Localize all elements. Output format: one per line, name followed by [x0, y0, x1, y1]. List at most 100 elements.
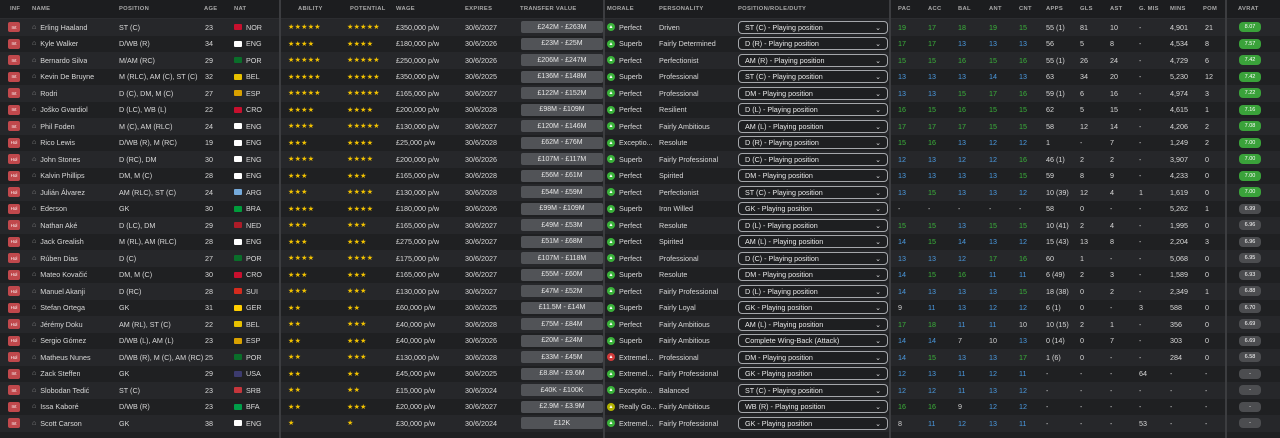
player-name[interactable]: Kevin De Bruyne — [40, 72, 95, 82]
transfer-value-cell[interactable]: £99M - £109M — [521, 201, 603, 218]
role-dropdown[interactable]: D (R) - Playing position ⌄ — [738, 37, 888, 51]
transfer-value-cell[interactable]: £2.9M - £3.9M — [521, 399, 603, 416]
role-dropdown[interactable]: DM - Playing position ⌄ — [738, 86, 888, 100]
transfer-value[interactable]: £49M - £53M — [521, 219, 603, 232]
transfer-value-cell[interactable]: £20M - £24M — [521, 333, 603, 350]
table-row[interactable]: Hol ⌂ Ederson GK 30 BRA ★★★★ ★★★★ £180,000 p/w 30… — [0, 200, 1280, 218]
transfer-value[interactable]: £33M - £45M — [521, 351, 603, 364]
interaction-badge[interactable]: Hol — [8, 203, 20, 214]
name-cell[interactable]: ⌂ Scott Carson — [32, 415, 82, 432]
col-acc[interactable]: ACC — [928, 6, 942, 12]
role-dropdown[interactable]: D (L) - Playing position ⌄ — [738, 218, 888, 232]
role-dropdown[interactable]: DM - Playing position ⌄ — [738, 350, 888, 364]
transfer-value[interactable]: £2.9M - £3.9M — [521, 400, 603, 413]
player-name[interactable]: Zack Steffen — [40, 369, 81, 379]
transfer-value-cell[interactable]: £62M - £76M — [521, 135, 603, 152]
role-dropdown[interactable]: ST (C) - Playing position ⌄ — [738, 70, 888, 84]
role-dropdown[interactable]: AM (L) - Playing position ⌄ — [738, 119, 888, 133]
transfer-value[interactable]: £11.5M - £14M — [521, 301, 603, 314]
role-cell[interactable]: ST (C) - Playing position ⌄ — [738, 69, 888, 86]
table-row[interactable]: Int ⌂ Joško Gvardiol D (LC), WB (L) 22 CRO ★★★… — [0, 101, 1280, 119]
interaction-badge[interactable]: Hol — [8, 137, 20, 148]
player-name[interactable]: Phil Foden — [40, 121, 75, 131]
col-pom[interactable]: POM — [1203, 6, 1218, 12]
col-transfer-value[interactable]: TRANSFER VALUE — [520, 6, 577, 12]
transfer-value-cell[interactable]: £47M - £52M — [521, 283, 603, 300]
name-cell[interactable]: ⌂ Rodri — [32, 85, 57, 102]
table-row[interactable]: Int ⌂ Rodri D (C), DM, M (C) 27 ESP ★★★★★ ★★★★★… — [0, 85, 1280, 102]
player-name[interactable]: Jack Grealish — [40, 237, 84, 247]
interaction-badge[interactable]: Hol — [8, 187, 20, 198]
col-age[interactable]: AGE — [204, 6, 218, 12]
table-row[interactable]: Hol ⌂ Jack Grealish M (RL), AM (RLC) 28 ENG ★★… — [0, 233, 1280, 251]
transfer-value[interactable]: £56M - £61M — [521, 169, 603, 182]
transfer-value-cell[interactable]: £120M - £146M — [521, 118, 603, 135]
name-cell[interactable]: ⌂ Ederson — [32, 201, 67, 218]
name-cell[interactable]: ⌂ Issa Kaboré — [32, 399, 79, 416]
transfer-value-cell[interactable]: £56M - £61M — [521, 168, 603, 185]
table-row[interactable]: Hol ⌂ Stefan Ortega GK 31 GER ★★ ★★ £60,000 p/w 3… — [0, 299, 1280, 317]
interaction-badge[interactable]: Int — [8, 418, 20, 429]
transfer-value[interactable]: £47M - £52M — [521, 285, 603, 298]
table-row[interactable]: Int ⌂ Phil Foden M (C), AM (RLC) 24 ENG ★★★★ ★★… — [0, 118, 1280, 135]
role-cell[interactable]: D (R) - Playing position ⌄ — [738, 36, 888, 53]
transfer-value-cell[interactable]: £11.5M - £14M — [521, 300, 603, 317]
interaction-badge[interactable]: Hol — [8, 154, 20, 165]
interaction-badge[interactable]: Int — [8, 121, 20, 132]
col-expires[interactable]: EXPIRES — [465, 6, 493, 12]
interaction-badge[interactable]: Int — [8, 401, 20, 412]
table-row[interactable]: Int ⌂ Erling Haaland ST (C) 23 NOR ★★★★★ ★★★★★ £… — [0, 19, 1280, 36]
name-cell[interactable]: ⌂ Jack Grealish — [32, 234, 84, 251]
role-cell[interactable]: WB (R) - Playing position ⌄ — [738, 399, 888, 416]
col-mins[interactable]: MINS — [1170, 6, 1186, 12]
role-cell[interactable]: DM - Playing position ⌄ — [738, 349, 888, 366]
role-cell[interactable]: D (C) - Playing position ⌄ — [738, 250, 888, 267]
transfer-value[interactable]: £99M - £109M — [521, 202, 603, 215]
interaction-badge[interactable]: Hol — [8, 170, 20, 181]
role-dropdown[interactable]: ST (C) - Playing position ⌄ — [738, 20, 888, 34]
role-dropdown[interactable]: GK - Playing position ⌄ — [738, 416, 888, 430]
table-row[interactable]: Int ⌂ Zack Steffen GK 29 USA ★★ ★★ £45,000 p/w 30… — [0, 365, 1280, 382]
role-dropdown[interactable]: D (R) - Playing position ⌄ — [738, 136, 888, 150]
name-cell[interactable]: ⌂ Phil Foden — [32, 118, 75, 135]
interaction-badge[interactable]: Int — [8, 71, 20, 82]
role-cell[interactable]: D (L) - Playing position ⌄ — [738, 217, 888, 234]
transfer-value-cell[interactable]: £51M - £68M — [521, 234, 603, 251]
table-row[interactable]: Hol ⌂ Jérémy Doku AM (RL), ST (C) 22 BEL ★★ ★★★… — [0, 316, 1280, 333]
name-cell[interactable]: ⌂ Slobodan Tedić — [32, 382, 89, 399]
role-dropdown[interactable]: Complete Wing-Back (Attack) ⌄ — [738, 334, 888, 348]
table-row[interactable]: Hol ⌂ Manuel Akanji D (RC) 28 SUI ★★★ ★★★ £130,0… — [0, 283, 1280, 300]
player-name[interactable]: Ederson — [40, 204, 68, 214]
transfer-value[interactable]: £120M - £146M — [521, 120, 603, 133]
interaction-badge[interactable]: Hol — [8, 253, 20, 264]
transfer-value-cell[interactable]: £55M - £60M — [521, 267, 603, 284]
table-row[interactable]: Int ⌂ Bernardo Silva M/AM (RC) 29 POR ★★★★★ ★★★… — [0, 52, 1280, 69]
transfer-value-cell[interactable]: £75M - £84M — [521, 316, 603, 333]
name-cell[interactable]: ⌂ Julián Álvarez — [32, 184, 85, 201]
name-cell[interactable]: ⌂ John Stones — [32, 151, 80, 168]
transfer-value[interactable]: £136M - £148M — [521, 70, 603, 83]
col-name[interactable]: NAME — [32, 6, 51, 12]
table-row[interactable]: Int ⌂ Kevin De Bruyne M (RLC), AM (C), ST (… — [0, 68, 1280, 86]
table-row[interactable]: Hol ⌂ Matheus Nunes D/WB (R), M (C), AM (RC… — [0, 349, 1280, 366]
player-name[interactable]: Kyle Walker — [40, 39, 79, 49]
transfer-value-cell[interactable]: £54M - £59M — [521, 184, 603, 201]
interaction-badge[interactable]: Int — [8, 368, 20, 379]
name-cell[interactable]: ⌂ Mateo Kovačić — [32, 267, 87, 284]
col-avrat[interactable]: AVRAT — [1238, 6, 1259, 12]
transfer-value-cell[interactable]: £49M - £53M — [521, 217, 603, 234]
role-cell[interactable]: ST (C) - Playing position ⌄ — [738, 19, 888, 36]
name-cell[interactable]: ⌂ Rúben Dias — [32, 250, 78, 267]
role-cell[interactable]: D (L) - Playing position ⌄ — [738, 102, 888, 119]
player-name[interactable]: Scott Carson — [40, 418, 82, 428]
role-cell[interactable]: ST (C) - Playing position ⌄ — [738, 184, 888, 201]
col-cnt[interactable]: CNT — [1019, 6, 1032, 12]
transfer-value[interactable]: £8.8M - £9.6M — [521, 367, 603, 380]
interaction-badge[interactable]: Hol — [8, 302, 20, 313]
transfer-value[interactable]: £242M - £263M — [521, 21, 603, 34]
transfer-value[interactable]: £55M - £60M — [521, 268, 603, 281]
interaction-badge[interactable]: Hol — [8, 220, 20, 231]
player-name[interactable]: Manuel Akanji — [40, 286, 85, 296]
interaction-badge[interactable]: Hol — [8, 319, 20, 330]
transfer-value[interactable]: £62M - £76M — [521, 136, 603, 149]
